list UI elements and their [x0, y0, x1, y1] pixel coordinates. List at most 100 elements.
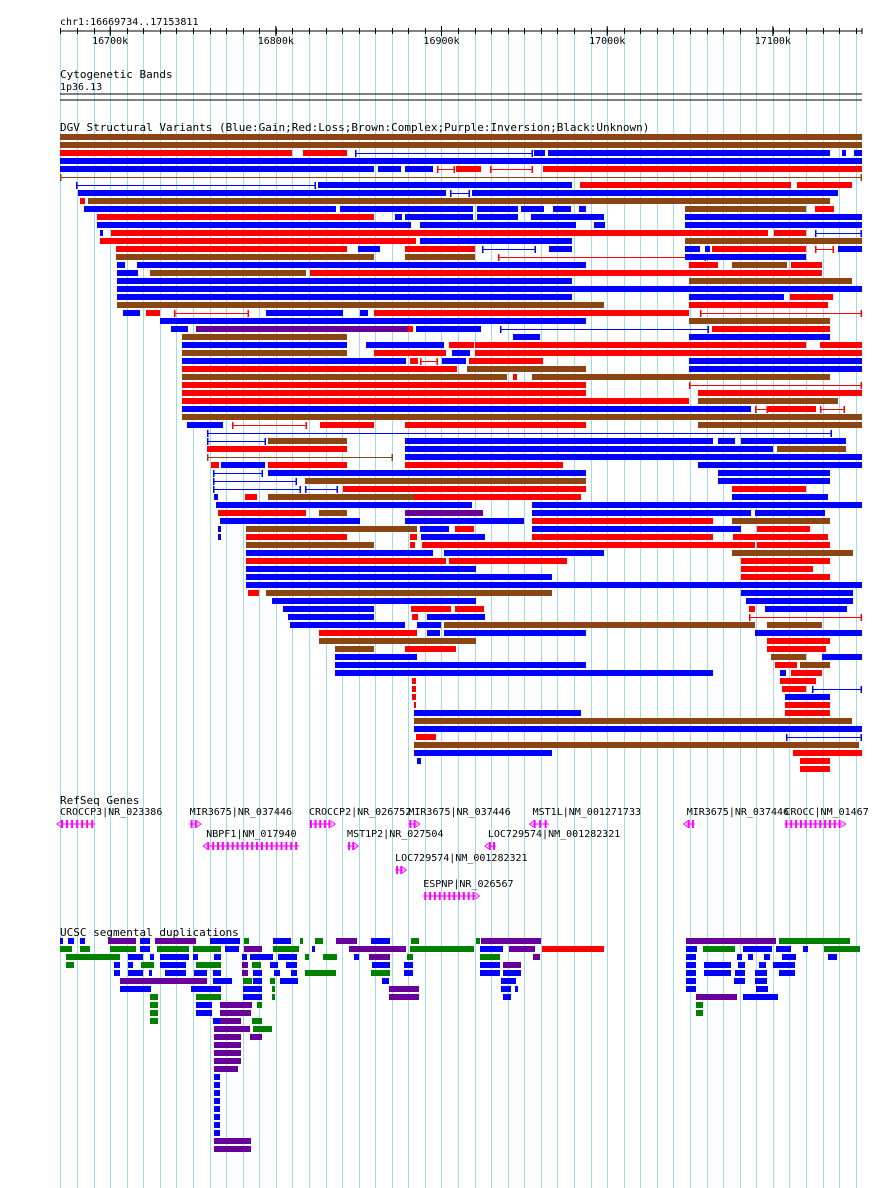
segdup-bar[interactable] — [68, 938, 74, 944]
segdup-bar[interactable] — [213, 970, 221, 976]
segdup-bar[interactable] — [824, 946, 860, 952]
gene-label[interactable]: MIR3675|NR_037446 — [687, 807, 789, 818]
dgv-variant-bar[interactable] — [182, 374, 507, 380]
segdup-bar[interactable] — [220, 1010, 251, 1016]
segdup-bar[interactable] — [764, 954, 770, 960]
segdup-bar[interactable] — [242, 970, 248, 976]
dgv-variant-bar[interactable] — [207, 446, 347, 452]
dgv-variant-bar[interactable] — [117, 262, 125, 268]
dgv-variant-bar[interactable] — [182, 366, 457, 372]
dgv-variant-bar[interactable] — [405, 454, 862, 460]
dgv-variant-bar[interactable] — [580, 182, 791, 188]
dgv-variant-bar[interactable] — [117, 294, 572, 300]
segdup-bar[interactable] — [686, 962, 696, 968]
dgv-variant-bar[interactable] — [820, 342, 862, 348]
segdup-bar[interactable] — [114, 970, 120, 976]
dgv-variant-bar[interactable] — [553, 206, 571, 212]
segdup-bar[interactable] — [369, 954, 390, 960]
dgv-variant-bar[interactable] — [733, 534, 828, 540]
dgv-variant-bar[interactable] — [218, 534, 221, 540]
dgv-variant-bar[interactable] — [782, 686, 806, 692]
dgv-variant-bar[interactable] — [358, 246, 380, 252]
dgv-variant-bar[interactable] — [741, 590, 853, 596]
segdup-bar[interactable] — [214, 1106, 220, 1112]
dgv-variant-bar[interactable] — [414, 750, 552, 756]
segdup-bar[interactable] — [150, 994, 158, 1000]
dgv-variant-bar[interactable] — [718, 470, 830, 476]
dgv-variant-bar[interactable] — [767, 638, 830, 644]
gene-label[interactable]: MST1P2|NR_027504 — [347, 829, 443, 840]
dgv-variant-bar[interactable] — [842, 150, 846, 156]
dgv-variant-bar[interactable] — [689, 366, 862, 372]
segdup-bar[interactable] — [686, 986, 696, 992]
dgv-variant-bar[interactable] — [320, 422, 374, 428]
segdup-bar[interactable] — [686, 970, 696, 976]
segdup-bar[interactable] — [503, 994, 511, 1000]
segdup-bar[interactable] — [501, 986, 511, 992]
segdup-bar[interactable] — [110, 946, 136, 952]
gene-label[interactable]: MIR3675|NR_037446 — [190, 807, 292, 818]
dgv-variant-bar[interactable] — [414, 718, 852, 724]
dgv-variant-bar[interactable] — [343, 486, 586, 492]
dgv-variant-bar[interactable] — [467, 366, 586, 372]
segdup-bar[interactable] — [120, 978, 207, 984]
segdup-bar[interactable] — [196, 994, 221, 1000]
segdup-bar[interactable] — [704, 962, 731, 968]
gene-label[interactable]: LOC729574|NM_001282321 — [488, 829, 620, 840]
segdup-bar[interactable] — [501, 978, 516, 984]
dgv-variant-bar[interactable] — [84, 206, 336, 212]
segdup-bar[interactable] — [214, 1026, 250, 1032]
segdup-bar[interactable] — [354, 954, 359, 960]
dgv-variant-bar[interactable] — [412, 614, 418, 620]
gene-label[interactable]: CROCC|NM_01467 — [784, 807, 868, 818]
segdup-bar[interactable] — [372, 962, 390, 968]
segdup-bar[interactable] — [696, 994, 737, 1000]
segdup-bar[interactable] — [748, 954, 753, 960]
dgv-variant-bar[interactable] — [412, 694, 416, 700]
dgv-variant-bar[interactable] — [685, 222, 862, 228]
segdup-bar[interactable] — [382, 978, 389, 984]
segdup-bar[interactable] — [257, 1002, 262, 1008]
dgv-features[interactable] — [60, 134, 862, 772]
dgv-variant-bar[interactable] — [698, 398, 838, 404]
segdup-bar[interactable] — [128, 970, 143, 976]
segdup-bar[interactable] — [150, 1010, 158, 1016]
dgv-variant-bar[interactable] — [408, 326, 413, 332]
segdup-bar[interactable] — [114, 962, 120, 968]
dgv-variant-bar[interactable] — [272, 598, 476, 604]
dgv-variant-bar[interactable] — [182, 398, 689, 404]
dgv-variant-bar[interactable] — [732, 518, 830, 524]
dgv-variant-bar[interactable] — [405, 510, 483, 516]
dgv-variant-bar[interactable] — [718, 478, 830, 484]
dgv-variant-bar[interactable] — [420, 238, 572, 244]
segdup-bar[interactable] — [703, 946, 735, 952]
dgv-variant-bar[interactable] — [718, 438, 735, 444]
segdup-bar[interactable] — [300, 938, 303, 944]
dgv-variant-bar[interactable] — [411, 606, 451, 612]
dgv-variant-bar[interactable] — [220, 518, 360, 524]
dgv-variant-bar[interactable] — [116, 254, 374, 260]
dgv-variant-bar[interactable] — [288, 614, 374, 620]
dgv-variant-bar[interactable] — [268, 494, 414, 500]
dgv-variant-bar[interactable] — [765, 606, 847, 612]
dgv-variant-bar[interactable] — [319, 630, 417, 636]
dgv-variant-bar[interactable] — [469, 358, 543, 364]
dgv-variant-bar[interactable] — [117, 302, 604, 308]
dgv-variant-bar[interactable] — [211, 462, 219, 468]
dgv-variant-bar[interactable] — [290, 622, 405, 628]
segdup-bar[interactable] — [272, 986, 275, 992]
dgv-variant-bar[interactable] — [757, 542, 830, 548]
dgv-variant-bar[interactable] — [246, 582, 862, 588]
segdup-bar[interactable] — [196, 962, 221, 968]
dgv-variant-bar[interactable] — [685, 254, 806, 260]
dgv-variant-bar[interactable] — [137, 262, 586, 268]
segdup-bar[interactable] — [734, 978, 745, 984]
segdup-bar[interactable] — [140, 938, 150, 944]
dgv-variant-bar[interactable] — [543, 166, 862, 172]
segdup-bar[interactable] — [756, 986, 768, 992]
segdup-bar[interactable] — [743, 946, 772, 952]
segdup-bar[interactable] — [389, 986, 419, 992]
segdup-bar[interactable] — [481, 938, 541, 944]
segdup-bar[interactable] — [755, 970, 767, 976]
dgv-variant-bar[interactable] — [785, 702, 830, 708]
